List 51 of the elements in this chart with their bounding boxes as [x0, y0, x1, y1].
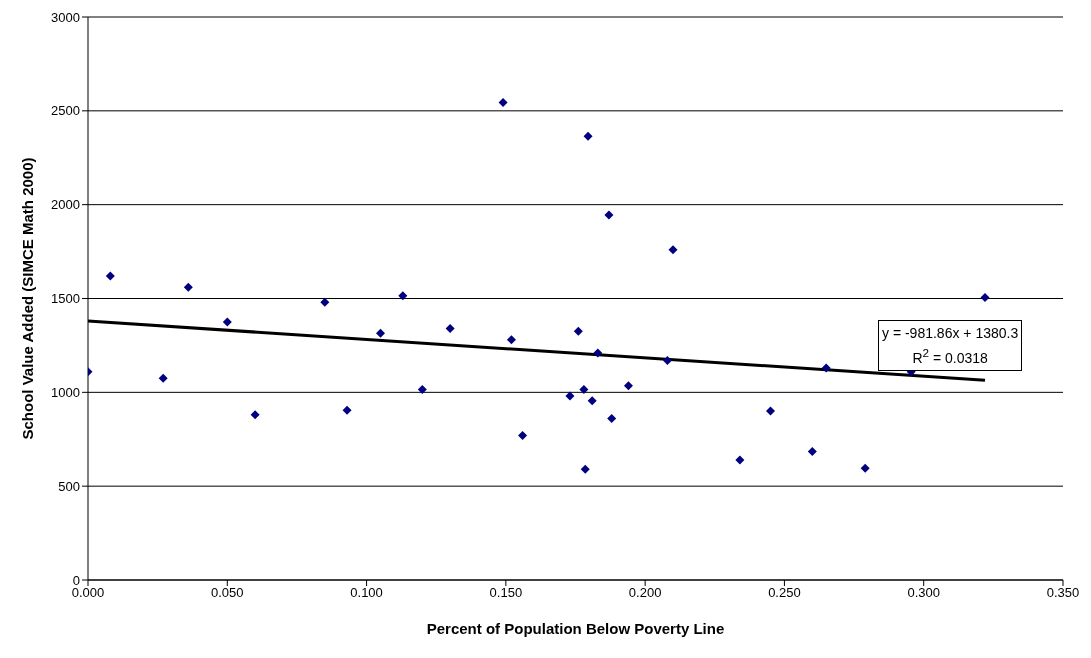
point: [498, 97, 508, 107]
point: [398, 291, 408, 301]
y-tick-label: 2000: [51, 197, 80, 213]
point: [587, 396, 597, 406]
point: [183, 282, 193, 292]
point: [821, 363, 831, 373]
point: [735, 455, 745, 465]
point: [573, 326, 583, 336]
y-tick-label: 1000: [51, 384, 80, 400]
x-tick-label: 0.350: [1046, 585, 1080, 601]
x-tick-label: 0.100: [350, 585, 383, 601]
x-axis-title: Percent of Population Below Poverty Line: [426, 620, 725, 637]
point: [593, 348, 603, 358]
point: [860, 463, 870, 473]
point: [980, 293, 990, 303]
point: [222, 317, 232, 327]
point: [662, 355, 672, 365]
point: [579, 385, 589, 395]
point: [417, 385, 427, 395]
y-tick-label: 1500: [51, 291, 80, 307]
point: [320, 297, 330, 307]
y-tick-label: 3000: [51, 9, 80, 25]
point: [565, 391, 575, 401]
x-tick-label: 0.200: [628, 585, 662, 601]
point: [105, 271, 115, 281]
point: [607, 414, 617, 424]
point: [158, 373, 168, 383]
point: [445, 324, 455, 334]
point: [342, 405, 352, 415]
annotation: R$^{2}$ = 0.0318: [911, 345, 989, 368]
y-axis-title: School Value Added (SIMCE Math 2000): [19, 157, 37, 440]
point: [506, 335, 516, 345]
point: [668, 245, 678, 255]
point: [583, 131, 593, 141]
x-tick-label: 0.050: [211, 585, 244, 601]
point: [807, 446, 817, 456]
x-tick-label: 0.300: [907, 585, 940, 601]
x-tick-label: 0.150: [489, 585, 523, 601]
y-tick-label: 2500: [51, 103, 80, 119]
point: [580, 464, 590, 474]
annotation: y = -981.86x + 1380.3: [882, 324, 1019, 343]
x-tick-label: 0.000: [71, 585, 105, 601]
point: [604, 210, 614, 220]
point: [518, 431, 528, 440]
x-tick-label: 0.250: [768, 585, 801, 601]
point: [766, 406, 775, 416]
point: [376, 328, 385, 338]
y-tick-label: 0: [72, 572, 80, 588]
y-tick-label: 500: [58, 478, 80, 494]
point: [623, 381, 633, 391]
point: [250, 410, 260, 420]
